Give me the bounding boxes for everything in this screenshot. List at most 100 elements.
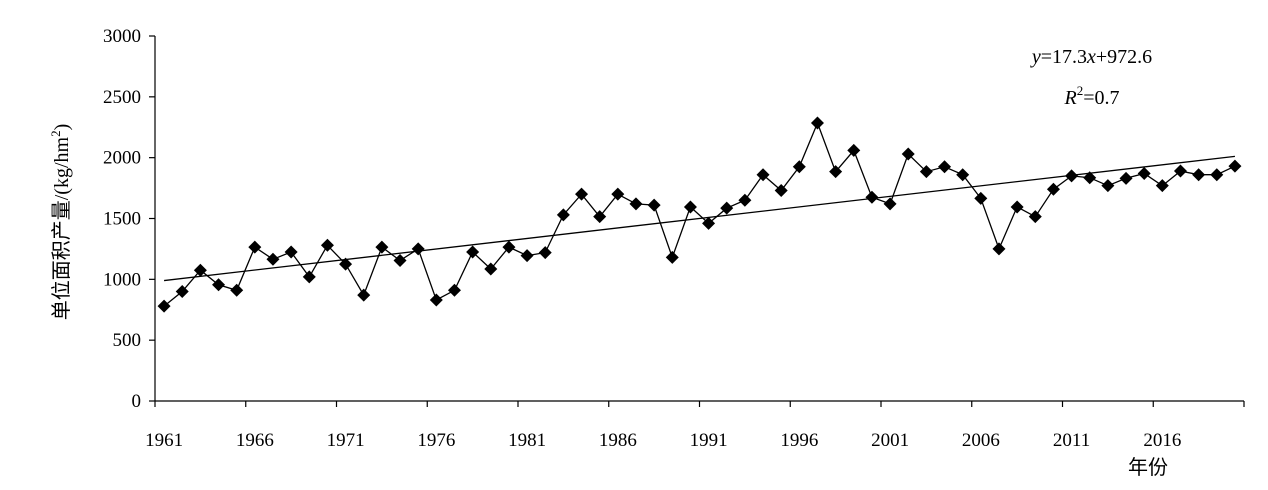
data-point-2015 xyxy=(1137,166,1151,180)
data-point-2016 xyxy=(1155,179,1169,193)
data-point-2017 xyxy=(1173,164,1187,178)
data-point-1988 xyxy=(647,198,661,212)
data-point-1987 xyxy=(629,197,643,211)
y-tick-label: 3000 xyxy=(103,26,141,47)
data-point-2020 xyxy=(1228,159,1242,173)
axes: 0 500 1000 1500 2000 2500 3000 1961 1966 1971 197… xyxy=(103,26,1245,451)
data-point-1969 xyxy=(302,270,316,284)
y-tick-label: 1500 xyxy=(103,209,141,230)
data-point-1995 xyxy=(774,184,788,198)
data-point-1999 xyxy=(847,143,861,157)
data-point-2007 xyxy=(992,242,1006,256)
data-point-2004 xyxy=(938,160,952,174)
y-ticks: 0 500 1000 1500 2000 2500 3000 xyxy=(103,26,155,412)
data-point-2006 xyxy=(974,191,988,205)
data-point-2012 xyxy=(1083,171,1097,185)
data-point-1961 xyxy=(157,299,171,313)
data-point-1964 xyxy=(212,278,226,292)
data-point-1992 xyxy=(720,201,734,215)
data-point-2000 xyxy=(865,190,879,204)
data-point-1994 xyxy=(756,168,770,182)
x-tick-label: 1991 xyxy=(690,430,728,451)
data-point-1986 xyxy=(611,187,625,201)
data-point-1971 xyxy=(339,257,353,271)
x-ticks: 1961 1966 1971 1976 1981 1986 1991 1996 2001 2006… xyxy=(145,401,1245,451)
data-point-1983 xyxy=(556,208,570,222)
data-point-1982 xyxy=(538,246,552,260)
data-point-1972 xyxy=(357,288,371,302)
x-tick-label: 2011 xyxy=(1053,430,1090,451)
data-point-1980 xyxy=(502,240,516,254)
trend-equation-slope: =17.3 xyxy=(1041,46,1087,68)
data-point-1975 xyxy=(411,242,425,256)
data-point-1984 xyxy=(575,187,589,201)
data-point-2018 xyxy=(1192,168,1206,182)
data-point-2005 xyxy=(956,168,970,182)
data-point-1998 xyxy=(829,165,843,179)
x-axis-title: 年份 xyxy=(1128,456,1168,479)
data-point-1968 xyxy=(284,245,298,259)
series-markers xyxy=(157,116,1242,313)
x-tick-label: 1966 xyxy=(236,430,274,451)
data-point-1963 xyxy=(193,263,207,277)
data-point-1970 xyxy=(320,238,334,252)
data-point-2009 xyxy=(1028,210,1042,224)
data-point-2001 xyxy=(883,197,897,211)
trend-equation-y: y xyxy=(1030,46,1041,68)
data-point-1965 xyxy=(230,283,244,297)
data-point-2008 xyxy=(1010,200,1024,214)
r-squared-sup: 2 xyxy=(1077,83,1084,98)
data-point-1974 xyxy=(393,253,407,267)
data-point-1976 xyxy=(429,293,443,307)
x-tick-label: 2001 xyxy=(871,430,909,451)
data-point-1981 xyxy=(520,249,534,263)
data-point-1996 xyxy=(792,160,806,174)
y-tick-label: 2000 xyxy=(103,148,141,169)
trend-equation-intercept: +972.6 xyxy=(1096,46,1152,68)
data-point-1978 xyxy=(466,245,480,259)
y-tick-label: 0 xyxy=(132,391,142,412)
y-axis-title-main: 单位面积产量/(kg/hm xyxy=(50,136,73,320)
y-axis-title: 单位面积产量/(kg/hm2) xyxy=(48,124,73,321)
data-point-2011 xyxy=(1065,169,1079,183)
data-point-1977 xyxy=(447,283,461,297)
r-squared-value: =0.7 xyxy=(1083,87,1119,109)
data-point-2002 xyxy=(901,147,915,161)
r-squared-label: R xyxy=(1064,87,1077,109)
x-tick-label: 2016 xyxy=(1143,430,1181,451)
y-tick-label: 500 xyxy=(113,330,142,351)
data-point-2003 xyxy=(919,165,933,179)
trend-line xyxy=(164,155,1235,282)
data-point-2019 xyxy=(1210,168,1224,182)
data-point-1990 xyxy=(683,200,697,214)
data-point-2013 xyxy=(1101,179,1115,193)
data-point-1989 xyxy=(665,250,679,264)
x-tick-label: 1996 xyxy=(780,430,818,451)
data-point-1993 xyxy=(738,193,752,207)
x-tick-label: 1961 xyxy=(145,430,183,451)
data-point-1967 xyxy=(266,252,280,266)
x-tick-label: 1981 xyxy=(508,430,546,451)
data-point-2010 xyxy=(1046,182,1060,196)
x-tick-label: 1971 xyxy=(327,430,365,451)
y-tick-label: 2500 xyxy=(103,87,141,108)
data-point-1962 xyxy=(175,285,189,298)
data-point-1997 xyxy=(810,116,824,130)
data-point-2014 xyxy=(1119,171,1133,185)
y-axis-title-close: ) xyxy=(51,124,73,131)
trend-equation-x: x xyxy=(1086,46,1096,68)
data-point-1985 xyxy=(593,210,607,224)
data-point-1966 xyxy=(248,240,262,254)
data-point-1979 xyxy=(484,262,498,276)
trend-r-squared: R2=0.7 xyxy=(1064,83,1120,109)
trend-equation: y=17.3x+972.6 xyxy=(1030,46,1152,68)
x-tick-label: 1976 xyxy=(417,430,455,451)
x-tick-label: 2006 xyxy=(962,430,1000,451)
data-point-1973 xyxy=(375,240,389,254)
data-point-1991 xyxy=(702,216,716,230)
y-axis-title-sup: 2 xyxy=(48,130,63,137)
y-tick-label: 1000 xyxy=(103,269,141,290)
series-line xyxy=(163,121,1236,307)
x-tick-label: 1986 xyxy=(599,430,637,451)
